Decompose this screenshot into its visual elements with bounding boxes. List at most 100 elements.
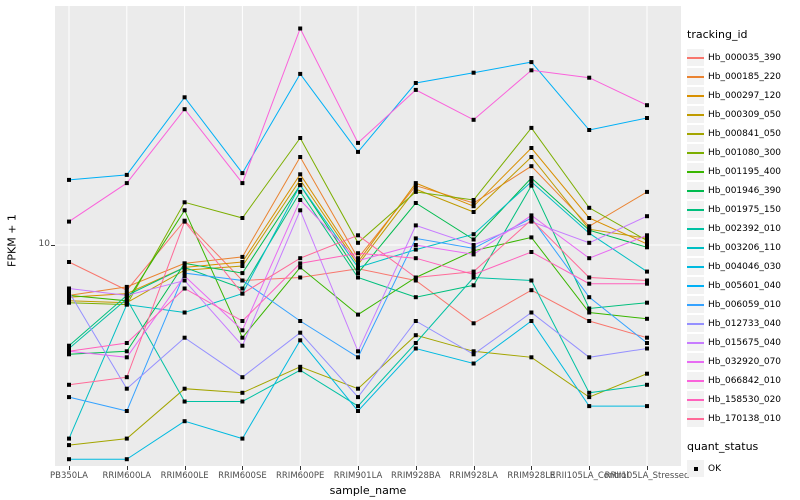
legend-line-swatch-icon	[687, 125, 704, 142]
marker-Hb_170138_010-RRIM600LA	[124, 375, 129, 380]
marker-Hb_000185_220-RRIM600SE	[240, 254, 245, 259]
legend-title-quant-status: quant_status	[687, 440, 759, 453]
marker-Hb_001946_390-RRIM600SE	[240, 271, 245, 276]
marker-Hb_158530_020-RRIM928LE	[529, 250, 534, 254]
legend-item-label: Hb_170138_010	[708, 413, 782, 424]
legend-item-Hb_066842_010: Hb_066842_010	[687, 371, 799, 390]
marker-Hb_004046_030-RRIM928BA	[413, 346, 418, 351]
marker-Hb_003206_110-RRIM600LE	[182, 310, 187, 315]
marker-Hb_001975_150-RRIM928BA	[413, 295, 418, 300]
marker-Hb_066842_010-RRIM600PE	[298, 26, 303, 31]
x-axis-title: sample_name	[329, 484, 407, 497]
marker-Hb_032920_070-RRIM600LA	[124, 355, 129, 360]
marker-Hb_012733_040-RRIM600LA	[124, 386, 129, 391]
marker-Hb_001946_390-RRIM600LA	[124, 349, 129, 354]
marker-Hb_170138_010-RRIM600SE	[240, 291, 245, 296]
marker-Hb_015675_040-PB350LA	[67, 286, 71, 291]
x-tick-label-RRIM928LA: RRIM928LA	[449, 471, 498, 481]
x-tick-mark-PB350LA	[69, 466, 70, 470]
marker-Hb_000035_390-RRIM600LA	[124, 288, 129, 293]
x-tick-label-RRII105LA_Control: RRII105LA_Control	[549, 471, 629, 481]
marker-Hb_001080_300-RRII105LA_Control	[587, 205, 592, 210]
marker-Hb_001195_400-RRII105LA_Control	[587, 310, 592, 315]
legend-line-swatch-icon	[687, 68, 704, 85]
marker-Hb_032920_070-RRIM928LE	[529, 213, 534, 218]
legend-item-Hb_012733_040: Hb_012733_040	[687, 314, 799, 333]
marker-Hb_066842_010-RRII105LA_Stressed	[645, 103, 649, 108]
marker-Hb_066842_010-RRIM600LE	[182, 107, 187, 112]
marker-Hb_001195_400-RRII105LA_Stressed	[645, 316, 649, 321]
legend-title-tracking-id: tracking_id	[687, 28, 748, 41]
marker-Hb_002392_010-RRIM901LA	[356, 404, 360, 409]
marker-Hb_000297_120-RRII105LA_Stressed	[645, 241, 649, 246]
marker-Hb_005601_040-RRII105LA_Stressed	[645, 116, 649, 120]
marker-Hb_012733_040-RRII105LA_Stressed	[645, 346, 649, 351]
marker-Hb_005601_040-RRIM928LA	[471, 70, 476, 75]
x-tick-label-PB350LA: PB350LA	[50, 471, 88, 481]
legend-item-Hb_000309_050: Hb_000309_050	[687, 105, 799, 124]
marker-Hb_001195_400-PB350LA	[67, 293, 71, 298]
marker-Hb_001195_400-RRIM928LA	[471, 248, 476, 253]
marker-Hb_012733_040-RRIM928BA	[413, 319, 418, 323]
marker-Hb_006059_010-RRIM901LA	[356, 355, 360, 360]
legend-item-label: Hb_015675_040	[708, 337, 782, 348]
marker-Hb_032920_070-RRIM928LA	[471, 252, 476, 257]
marker-Hb_001946_390-RRIM928BA	[413, 201, 418, 205]
marker-Hb_000185_220-RRIM928LA	[471, 201, 476, 205]
marker-Hb_004046_030-RRII105LA_Control	[587, 404, 592, 409]
marker-Hb_000841_050-PB350LA	[67, 443, 71, 448]
marker-Hb_000841_050-RRIM600PE	[298, 364, 303, 369]
legend-line-swatch-icon	[687, 315, 704, 332]
marker-Hb_158530_020-RRII105LA_Control	[587, 281, 592, 286]
marker-Hb_000841_050-RRIM901LA	[356, 386, 360, 391]
x-tick-label-RRIM600LA: RRIM600LA	[102, 471, 152, 481]
marker-Hb_001975_150-RRIM600LE	[182, 265, 187, 270]
marker-Hb_001975_150-RRIM901LA	[356, 275, 360, 280]
marker-Hb_004046_030-RRIM901LA	[356, 409, 360, 413]
marker-Hb_000309_050-RRII105LA_Stressed	[645, 236, 649, 241]
marker-Hb_001946_390-PB350LA	[67, 352, 71, 357]
marker-Hb_004046_030-RRIM600LA	[124, 457, 129, 462]
legend-item-Hb_000185_220: Hb_000185_220	[687, 67, 799, 86]
legend-line-swatch-icon	[687, 87, 704, 104]
legend-item-label: Hb_032920_070	[708, 356, 782, 367]
marker-Hb_001080_300-PB350LA	[67, 300, 71, 305]
legend-item-Hb_002392_010: Hb_002392_010	[687, 219, 799, 238]
marker-Hb_004046_030-RRIM928LE	[529, 319, 534, 323]
y-axis-title: FPKM + 1	[5, 214, 19, 267]
marker-Hb_006059_010-RRIM928BA	[413, 236, 418, 241]
line-chart-canvas	[55, 6, 681, 466]
marker-Hb_001195_400-RRIM928LE	[529, 235, 534, 240]
x-tick-mark-RRIM928LE	[531, 466, 533, 470]
legend-line-swatch-icon	[687, 296, 704, 313]
marker-Hb_170138_010-RRIM901LA	[356, 233, 360, 238]
legend-item-label: Hb_000297_120	[708, 90, 782, 101]
marker-Hb_002392_010-RRIM928LA	[471, 275, 476, 280]
legend-line-swatch-icon	[687, 239, 704, 256]
marker-Hb_001195_400-RRIM600PE	[298, 265, 303, 270]
legend-line-swatch-icon	[687, 201, 704, 218]
marker-Hb_170138_010-RRII105LA_Control	[587, 275, 592, 280]
legend-item-Hb_004046_030: Hb_004046_030	[687, 257, 799, 276]
marker-Hb_005601_040-RRIM901LA	[356, 149, 360, 154]
marker-Hb_006059_010-PB350LA	[67, 395, 71, 400]
marker-Hb_002392_010-PB350LA	[67, 346, 71, 351]
marker-Hb_001080_300-RRIM928LE	[529, 125, 534, 130]
marker-Hb_066842_010-RRIM928LA	[471, 117, 476, 122]
marker-Hb_066842_010-RRIM901LA	[356, 140, 360, 145]
marker-Hb_158530_020-RRIM928LA	[471, 272, 476, 277]
legend-item-label: Hb_000035_390	[708, 52, 782, 63]
x-tick-label-RRIM928LE: RRIM928LE	[507, 471, 556, 481]
marker-Hb_066842_010-RRIM928LE	[529, 68, 534, 73]
marker-Hb_000035_390-RRIM928BA	[413, 278, 418, 283]
marker-Hb_005601_040-RRIM600SE	[240, 171, 245, 176]
marker-Hb_000185_220-RRIM600LA	[124, 284, 129, 289]
marker-Hb_004046_030-RRIM600PE	[298, 338, 303, 343]
marker-Hb_006059_010-RRIM928LA	[471, 246, 476, 251]
marker-Hb_066842_010-RRII105LA_Control	[587, 75, 592, 80]
legend-item-Hb_005601_040: Hb_005601_040	[687, 276, 799, 295]
marker-Hb_158530_020-RRIM901LA	[356, 251, 360, 256]
legend-item-Hb_003206_110: Hb_003206_110	[687, 238, 799, 257]
marker-Hb_002392_010-RRIM600PE	[298, 368, 303, 373]
marker-Hb_015675_040-RRII105LA_Control	[587, 240, 592, 245]
